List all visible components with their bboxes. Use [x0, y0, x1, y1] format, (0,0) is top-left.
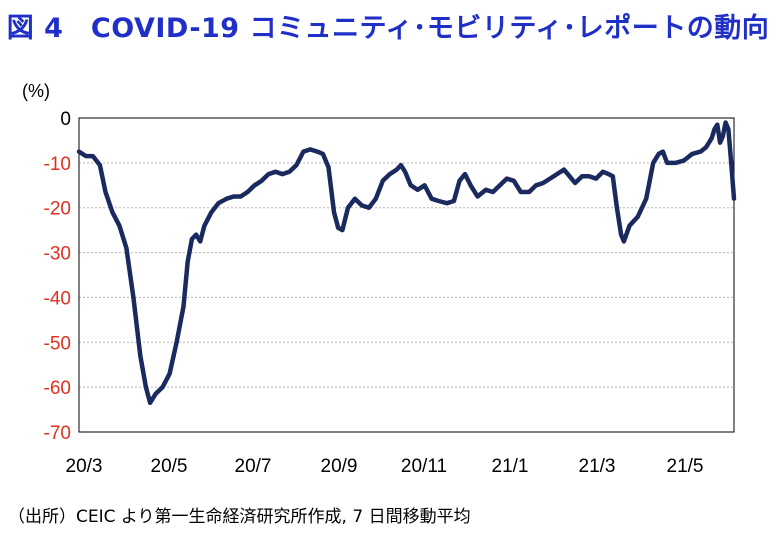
x-axis-ticks: 20/3 20/5 20/7 20/9 20/11 21/1 21/3 21/5	[66, 456, 704, 477]
y-axis-unit-label: (%)	[22, 81, 50, 101]
chart-title: 図 4 COVID-19 コミュニティ･モビリティ･レポートの動向	[6, 13, 770, 44]
x-tick-label: 21/5	[667, 456, 704, 477]
y-tick-label: -50	[44, 333, 71, 354]
y-tick-label: -40	[44, 288, 71, 309]
x-tick-label: 21/3	[579, 456, 616, 477]
y-tick-label: -60	[44, 378, 71, 399]
gridlines	[79, 162, 734, 388]
x-tick-label: 20/9	[321, 456, 358, 477]
y-tick-label: -70	[44, 423, 71, 444]
y-tick-label: 0	[60, 109, 71, 130]
y-tick-label: -20	[44, 199, 71, 220]
x-tick-label: 20/3	[66, 456, 103, 477]
x-tick-label: 21/1	[492, 456, 529, 477]
x-tick-label: 20/11	[401, 456, 447, 477]
chart-svg: 0-10-20-30-40-50-60-70 20/3 20/5 20/7 20/9 2…	[22, 81, 737, 477]
source-note: （出所）CEIC より第一生命経済研究所作成, 7 日間移動平均	[8, 507, 471, 527]
series-line	[76, 120, 737, 406]
y-axis-ticks: 0 -10 -20 -30 -40 -50 -60 -70	[44, 109, 71, 444]
x-tick-label: 20/7	[235, 456, 272, 477]
y-tick-label: -30	[44, 244, 71, 265]
y-tick-label: -10	[44, 154, 71, 175]
x-tick-label: 20/5	[151, 456, 188, 477]
plot-frame	[78, 117, 735, 433]
